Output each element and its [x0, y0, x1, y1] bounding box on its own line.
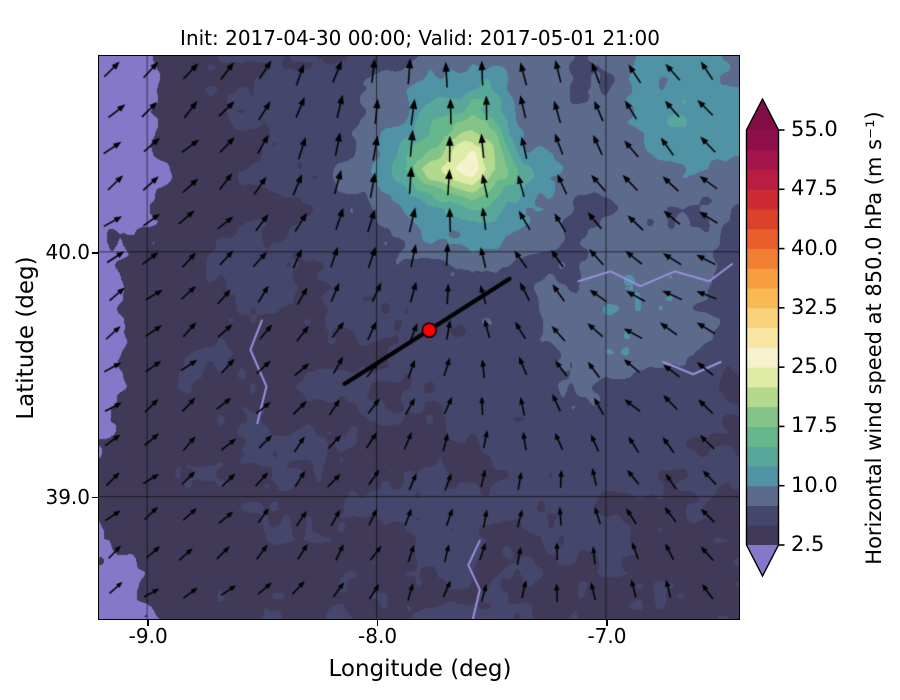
colorbar-bin [746, 366, 779, 388]
colorbar-tick-label: 32.5 [791, 294, 838, 319]
colorbar-over-arrow [746, 99, 779, 130]
colorbar-bin [746, 425, 779, 447]
colorbar-bin [746, 287, 779, 309]
x-tick-label: -8.0 [358, 624, 398, 648]
x-tick-mark [376, 619, 379, 626]
colorbar-tick-label: 17.5 [791, 413, 838, 438]
colorbar-tick-label: 2.5 [791, 532, 825, 556]
colorbar-bin [746, 504, 779, 526]
map-plot [98, 55, 740, 620]
colorbar-bin [746, 327, 779, 348]
y-tick-label: 39.0 [45, 484, 90, 509]
figure-title: Init: 2017-04-30 00:00; Valid: 2017-05-0… [180, 26, 660, 50]
map-canvas [99, 56, 739, 619]
colorbar-under-arrow [746, 545, 779, 576]
y-tick-mark [92, 496, 99, 499]
colorbar-bin [746, 188, 779, 210]
x-tick-label: -7.0 [587, 624, 627, 648]
y-tick-mark [92, 252, 99, 254]
colorbar-tick-label: 40.0 [791, 235, 838, 260]
colorbar-bin [746, 267, 779, 289]
y-tick-label: 40.0 [45, 239, 90, 264]
colorbar-bin [746, 524, 779, 546]
x-tick-mark [147, 619, 150, 626]
colorbar-bin [746, 307, 779, 329]
colorbar-label: Horizontal wind speed at 850.0 hPa (m s⁻… [862, 111, 886, 565]
y-axis-label: Latitude (deg) [13, 256, 39, 420]
colorbar-tick-label: 47.5 [791, 176, 838, 201]
colorbar-bin [746, 228, 779, 250]
colorbar-bin [746, 149, 779, 171]
colorbar-bin [746, 169, 779, 190]
x-tick-mark [606, 619, 608, 626]
colorbar-bin [746, 208, 779, 230]
colorbar-bin [746, 406, 779, 427]
colorbar-bin [746, 445, 779, 467]
colorbar-tick-label: 10.0 [791, 472, 838, 497]
colorbar-bin [746, 129, 779, 151]
colorbar-tick-label: 55.0 [791, 117, 838, 141]
colorbar [745, 97, 785, 578]
colorbar-bin [746, 248, 779, 269]
colorbar-bin [746, 346, 779, 368]
colorbar-tick-label: 25.0 [791, 354, 838, 379]
colorbar-bin [746, 386, 779, 408]
colorbar-bin [746, 485, 779, 506]
x-tick-label: -9.0 [128, 624, 168, 648]
colorbar-bin [746, 465, 779, 487]
x-axis-label: Longitude (deg) [328, 656, 512, 682]
